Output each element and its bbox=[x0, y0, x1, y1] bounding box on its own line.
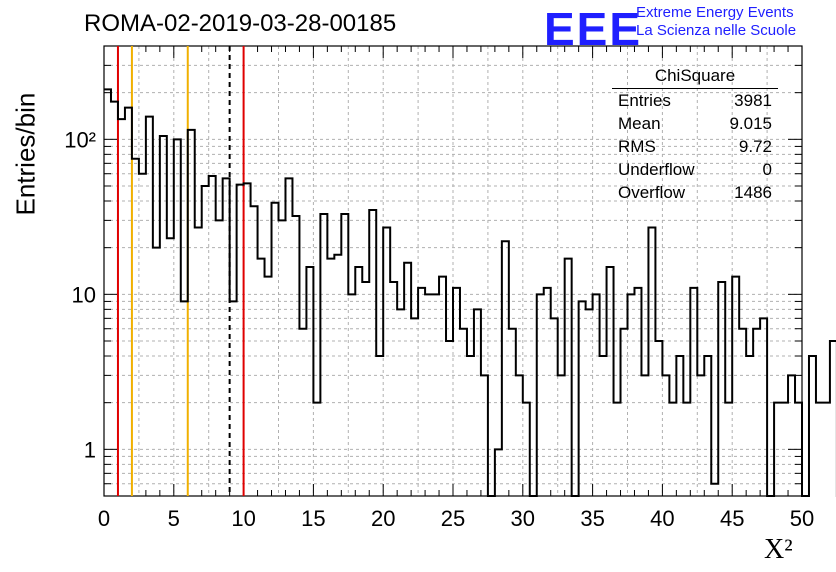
y-tick-label: 1 bbox=[84, 437, 96, 462]
x-tick-label: 0 bbox=[98, 506, 110, 531]
eee-logo: EEE bbox=[544, 3, 643, 55]
stats-box: ChiSquare Entries 3981 Mean 9.015 RMS 9.72 … bbox=[612, 66, 778, 204]
logo-caption: Extreme Energy Events La Scienza nelle S… bbox=[636, 4, 796, 40]
x-tick-label: 20 bbox=[371, 506, 395, 531]
x-tick-label: 5 bbox=[168, 506, 180, 531]
stats-row-rms: RMS 9.72 bbox=[618, 137, 772, 156]
y-tick-label: 10² bbox=[64, 127, 96, 152]
stats-row-overflow: Overflow 1486 bbox=[618, 183, 772, 202]
x-tick-label: 40 bbox=[650, 506, 674, 531]
stats-row-entries: Entries 3981 bbox=[618, 91, 772, 110]
stats-row-underflow: Underflow 0 bbox=[618, 160, 772, 179]
chart-title: ROMA-02-2019-03-28-00185 bbox=[84, 10, 397, 37]
x-tick-label: 45 bbox=[720, 506, 744, 531]
logo-line-1: Extreme Energy Events bbox=[636, 4, 794, 21]
x-tick-label: 35 bbox=[580, 506, 604, 531]
x-tick-label: 50 bbox=[790, 506, 814, 531]
x-tick-label: 10 bbox=[231, 506, 255, 531]
y-axis-label: Entries/bin bbox=[10, 92, 41, 216]
x-tick-label: 30 bbox=[511, 506, 535, 531]
y-tick-label: 10 bbox=[72, 282, 96, 307]
logo-line-2: La Scienza nelle Scuole bbox=[636, 22, 797, 39]
x-tick-label: 15 bbox=[301, 506, 325, 531]
x-tick-label: 25 bbox=[441, 506, 465, 531]
stats-header: ChiSquare bbox=[612, 66, 778, 89]
x-axis-label: X² bbox=[764, 534, 793, 565]
histogram-series bbox=[104, 88, 836, 497]
stats-row-mean: Mean 9.015 bbox=[618, 114, 772, 133]
